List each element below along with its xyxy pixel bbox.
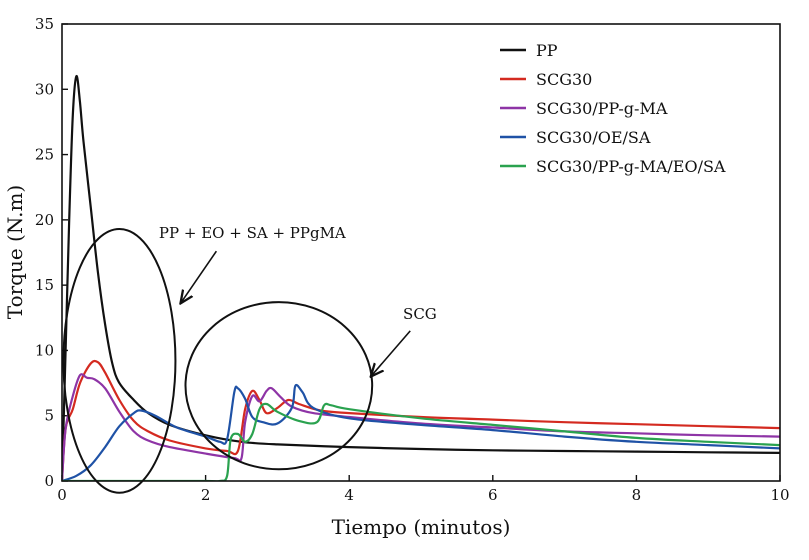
legend-label-scg30-pp-g-ma: SCG30/PP-g-MA <box>536 99 668 118</box>
x-axis-title: Tiempo (minutos) <box>332 515 511 539</box>
group-1-label: PP + EO + SA + PPgMA <box>159 224 346 242</box>
group-1-arrow <box>180 250 218 303</box>
plot-frame <box>61 23 781 482</box>
series-line-pp <box>62 75 780 481</box>
group-1-ellipse <box>62 227 177 494</box>
x-tick-label-8: 8 <box>632 486 642 504</box>
legend-label-scg30-oe-sa: SCG30/OE/SA <box>536 128 651 147</box>
x-tick-label-2: 2 <box>201 486 211 504</box>
x-tick-label-4: 4 <box>344 486 354 504</box>
group-2-label: SCG <box>403 305 437 323</box>
series-line-scg30-oe-sa <box>62 383 780 481</box>
legend-label-pp: PP <box>536 41 558 60</box>
legend-label-scg30-pp-g-ma-eo-sa: SCG30/PP-g-MA/EO/SA <box>536 157 726 176</box>
y-tick-label-0: 0 <box>44 472 54 490</box>
y-tick-label-35: 35 <box>35 15 54 33</box>
y-tick-label-15: 15 <box>35 276 54 294</box>
legend-label-scg30: SCG30 <box>536 70 592 89</box>
y-axis-title: Torque (N.m) <box>3 185 27 319</box>
series-line-scg30-pp-g-ma <box>62 373 780 481</box>
group-2-ellipse <box>184 301 374 471</box>
y-tick-label-5: 5 <box>44 407 54 425</box>
x-tick-label-6: 6 <box>488 486 498 504</box>
y-tick-label-25: 25 <box>35 146 54 164</box>
y-tick-label-10: 10 <box>35 341 54 359</box>
group-2-arrow <box>371 330 411 377</box>
legend: PP SCG30 SCG30/PP-g-MA SCG30/OE/SA SCG30/PP-… <box>500 41 726 176</box>
y-tick-label-20: 20 <box>35 211 54 229</box>
x-tick-label-0: 0 <box>57 486 67 504</box>
x-tick-label-10: 10 <box>770 486 789 504</box>
y-tick-label-30: 30 <box>35 80 54 98</box>
annotation-layer: PP + EO + SA + PPgMA SCG <box>62 224 437 494</box>
